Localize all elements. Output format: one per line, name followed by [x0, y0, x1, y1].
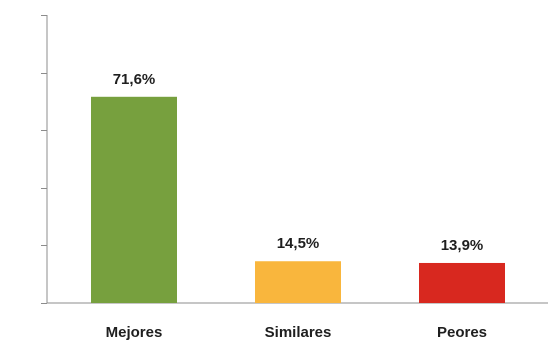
data-label-similares: 14,5%	[277, 235, 320, 252]
data-label-mejores: 71,6%	[113, 71, 156, 88]
y-axis-ticks	[41, 15, 47, 304]
category-labels: Mejores Similares Peores	[106, 324, 487, 341]
category-label-similares: Similares	[265, 324, 332, 341]
bar-similares	[255, 261, 341, 303]
category-label-peores: Peores	[437, 324, 487, 341]
data-labels: 71,6% 14,5% 13,9%	[113, 71, 484, 254]
bar-peores	[419, 262, 505, 303]
data-label-peores: 13,9%	[441, 237, 484, 254]
bar-mejores	[91, 96, 177, 304]
category-label-mejores: Mejores	[106, 324, 163, 341]
bars	[91, 96, 505, 304]
